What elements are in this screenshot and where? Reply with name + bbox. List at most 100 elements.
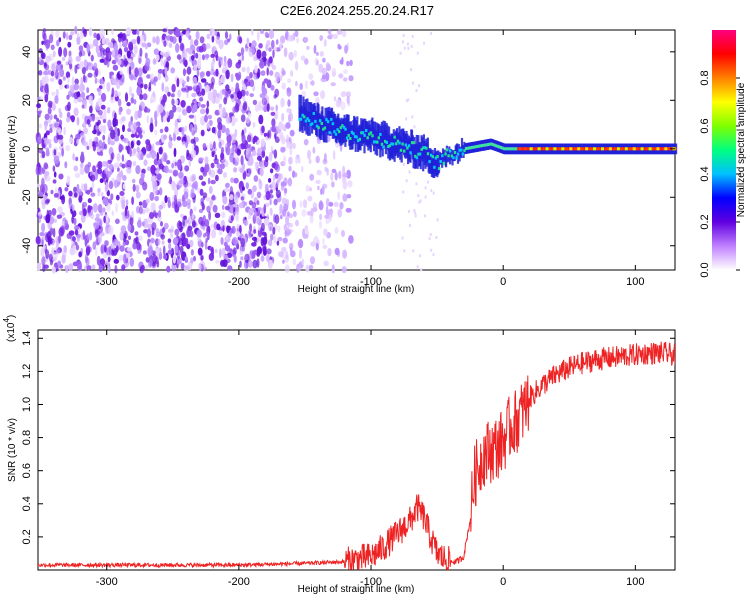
noise-blob [76,32,80,38]
noise-blob [337,208,343,218]
noise-blob [215,68,219,77]
signal-core [491,143,495,147]
noise-blob [162,152,168,163]
noise-blob [168,242,172,250]
noise-blob [157,68,164,74]
noise-blob [241,79,245,86]
signal-core [418,152,422,156]
noise-blob [239,167,245,173]
noise-blob [93,222,100,230]
noise-blob [121,116,126,122]
noise-blob [223,172,227,178]
noise-blob [246,144,250,149]
noise-blob [127,140,131,146]
noise-blob [312,146,316,154]
noise-blob [348,75,354,82]
noise-blob [181,141,186,146]
noise-blob [89,231,93,241]
signal-core [476,145,479,148]
noise-blob [112,64,119,71]
noise-blob [40,52,46,60]
noise-blob [269,225,272,232]
noise-blob [178,114,182,122]
signal-core [398,141,401,145]
noise-blob [330,82,336,87]
noise-blob [118,254,124,262]
signal-core [496,144,499,148]
noise-blob [215,259,220,264]
noise-blob [245,182,249,190]
noise-blob [106,160,109,169]
noise-blob [110,193,114,201]
noise-blob [43,61,47,69]
signal-core [498,145,501,149]
noise-blob [131,178,136,184]
noise-blob [95,213,100,219]
noise-blob [332,150,336,160]
signal-core [399,148,403,152]
noise-blob [164,67,168,77]
noise-blob [281,82,286,90]
noise-blob [92,165,96,173]
noise-blob [137,109,142,119]
noise-blob [346,91,351,98]
noise-blob [118,106,122,116]
noise-blob [86,43,90,54]
signal-core [417,152,420,156]
noise-blob [315,155,320,164]
noise-blob [178,35,182,44]
noise-blob [73,192,78,198]
signal-core [528,147,531,151]
noise-blob [235,72,239,78]
signal-core [436,155,439,158]
noise-blob [322,237,325,246]
noise-speck [415,182,418,186]
noise-blob [100,245,104,255]
noise-blob [65,265,69,274]
noise-blob [158,204,163,210]
noise-blob [316,59,319,66]
noise-blob [223,241,228,247]
noise-blob [38,149,44,154]
signal-core [542,147,545,151]
noise-blob [213,141,216,150]
noise-blob [93,32,97,39]
noise-blob [174,194,177,205]
noise-blob [41,202,46,210]
noise-blob [254,64,258,74]
noise-blob [108,180,114,190]
x-tick-label: 0 [500,576,506,588]
signal-core [599,147,603,151]
noise-blob [167,91,171,97]
noise-blob [338,73,344,79]
noise-blob [214,212,221,218]
noise-blob [278,121,284,130]
noise-blob [284,187,288,194]
noise-blob [164,126,169,133]
noise-blob [188,35,192,40]
noise-blob [73,83,80,91]
noise-blob [127,235,132,240]
signal-core [544,147,547,151]
noise-blob [245,117,250,124]
noise-blob [73,107,79,117]
noise-blob [86,189,91,195]
noise-blob [159,187,163,196]
noise-blob [247,112,252,118]
noise-blob [110,129,116,140]
noise-blob [195,52,199,59]
noise-speck [428,237,431,241]
noise-blob [258,178,262,185]
noise-blob [107,198,112,203]
noise-blob [41,256,46,266]
noise-blob [322,183,328,189]
noise-blob [220,237,224,245]
noise-blob [75,133,81,140]
noise-blob [78,188,82,197]
noise-blob [40,247,45,258]
y-tick-label: 0.6 [21,463,33,478]
spectrogram-signal-layer [298,94,678,178]
noise-blob [76,116,80,126]
noise-blob [247,134,252,143]
noise-blob [308,158,312,165]
